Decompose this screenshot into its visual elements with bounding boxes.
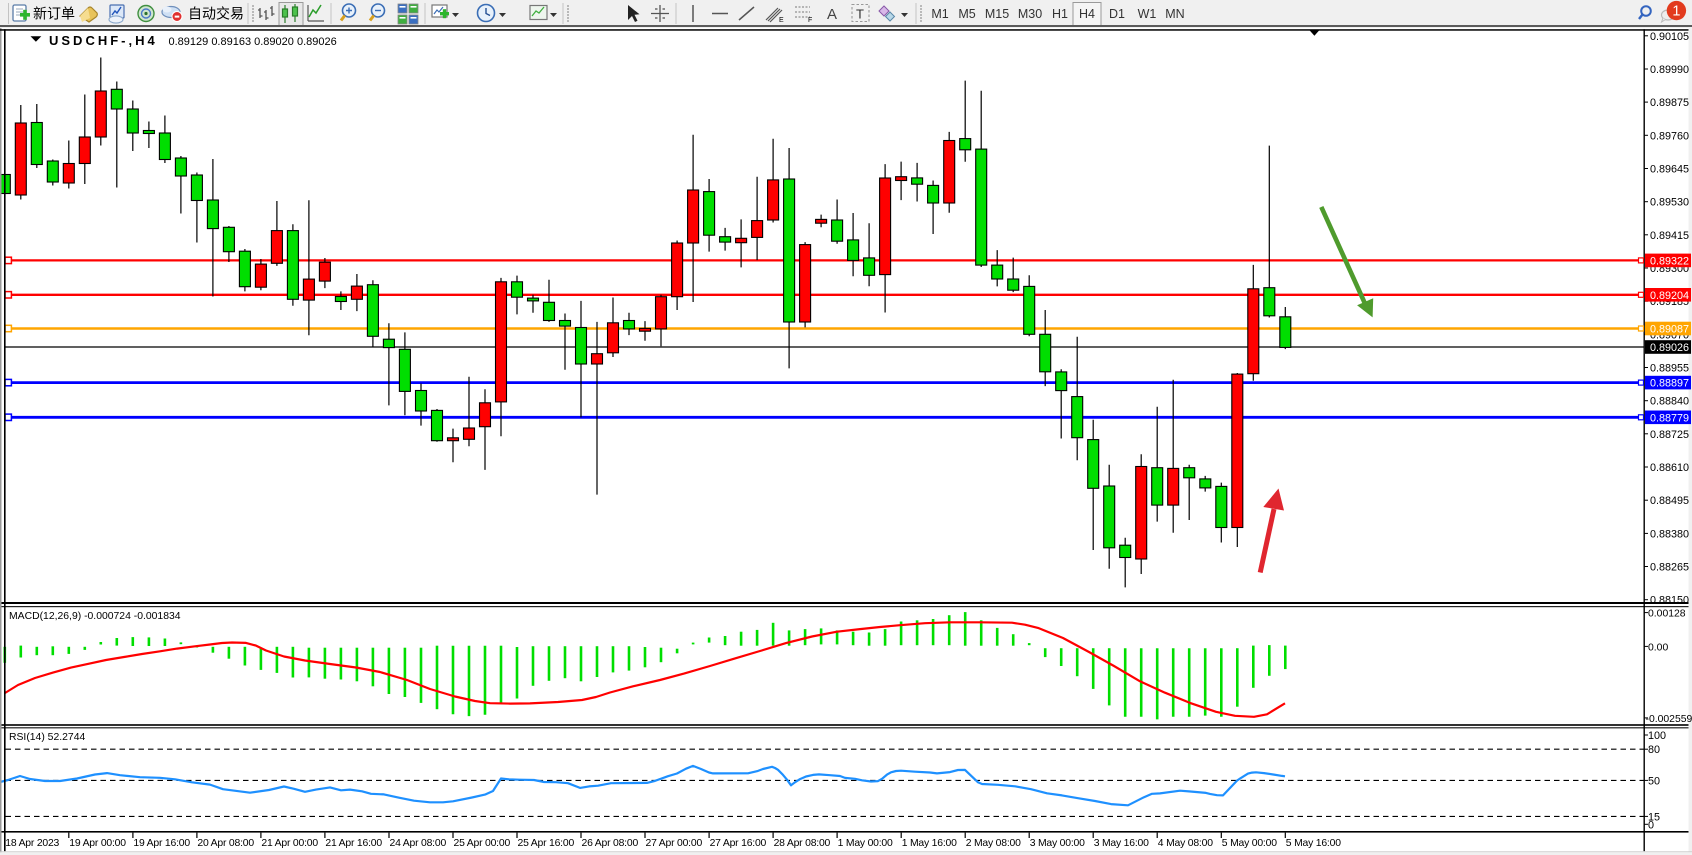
svg-text:D1: D1 [1109, 7, 1125, 21]
svg-text:A: A [827, 6, 837, 23]
svg-text:0.88265: 0.88265 [1650, 562, 1689, 574]
svg-text:USDCHF-,H4: USDCHF-,H4 [49, 33, 158, 48]
svg-text:M1: M1 [931, 7, 948, 21]
svg-text:25 Apr 16:00: 25 Apr 16:00 [518, 838, 575, 849]
svg-text:MN: MN [1165, 7, 1184, 21]
svg-text:26 Apr 08:00: 26 Apr 08:00 [582, 838, 639, 849]
svg-text:0.89322: 0.89322 [1650, 255, 1689, 267]
svg-text:0.88150: 0.88150 [1650, 595, 1689, 607]
svg-text:0.88495: 0.88495 [1650, 495, 1689, 507]
svg-text:0.89204: 0.89204 [1650, 290, 1689, 302]
svg-text:0.90105: 0.90105 [1650, 31, 1689, 43]
svg-text:18 Apr 2023: 18 Apr 2023 [5, 838, 59, 849]
svg-text:20 Apr 08:00: 20 Apr 08:00 [197, 838, 254, 849]
svg-text:19 Apr 16:00: 19 Apr 16:00 [133, 838, 190, 849]
svg-text:0: 0 [1648, 819, 1654, 831]
svg-text:15: 15 [1648, 811, 1660, 823]
svg-text:0.88380: 0.88380 [1650, 528, 1689, 540]
svg-text:0.89530: 0.89530 [1650, 197, 1689, 209]
svg-text:0.89415: 0.89415 [1650, 230, 1689, 242]
svg-text:0.88897: 0.88897 [1650, 378, 1689, 390]
svg-text:0.89875: 0.89875 [1650, 97, 1689, 109]
svg-text:0.89087: 0.89087 [1650, 324, 1689, 336]
svg-text:0.88779: 0.88779 [1650, 412, 1689, 424]
svg-text:-0.002559: -0.002559 [1646, 714, 1692, 725]
svg-text:1 May 16:00: 1 May 16:00 [902, 838, 957, 849]
svg-text:0.00128: 0.00128 [1648, 609, 1686, 620]
svg-text:0.89026: 0.89026 [1650, 342, 1689, 354]
svg-text:0.88725: 0.88725 [1650, 429, 1689, 441]
svg-text:50: 50 [1648, 775, 1660, 787]
svg-text:W1: W1 [1138, 7, 1157, 21]
svg-text:21 Apr 00:00: 21 Apr 00:00 [261, 838, 318, 849]
svg-text:0.89645: 0.89645 [1650, 164, 1689, 176]
svg-text:RSI(14) 52.2744: RSI(14) 52.2744 [9, 732, 85, 743]
svg-text:3 May 00:00: 3 May 00:00 [1030, 838, 1085, 849]
svg-text:MACD(12,26,9) -0.000724 -0.001: MACD(12,26,9) -0.000724 -0.001834 [9, 611, 181, 622]
svg-text:M15: M15 [985, 7, 1009, 21]
svg-text:80: 80 [1648, 744, 1660, 756]
svg-text:19 Apr 00:00: 19 Apr 00:00 [69, 838, 126, 849]
svg-text:100: 100 [1648, 730, 1666, 742]
svg-text:新订单: 新订单 [33, 6, 75, 22]
svg-text:自动交易: 自动交易 [188, 6, 244, 22]
svg-text:25 Apr 00:00: 25 Apr 00:00 [454, 838, 511, 849]
svg-text:21 Apr 16:00: 21 Apr 16:00 [325, 838, 382, 849]
svg-text:27 Apr 00:00: 27 Apr 00:00 [646, 838, 703, 849]
svg-text:M30: M30 [1018, 7, 1042, 21]
svg-text:24 Apr 08:00: 24 Apr 08:00 [390, 838, 447, 849]
svg-text:0.89990: 0.89990 [1650, 64, 1689, 76]
svg-text:0.88840: 0.88840 [1650, 396, 1689, 408]
svg-text:T: T [856, 7, 864, 22]
svg-text:0.88610: 0.88610 [1650, 462, 1689, 474]
svg-text:28 Apr 08:00: 28 Apr 08:00 [774, 838, 831, 849]
svg-text:0.89129 0.89163 0.89020 0.8902: 0.89129 0.89163 0.89020 0.89026 [169, 36, 337, 48]
svg-text:1 May 00:00: 1 May 00:00 [838, 838, 893, 849]
svg-text:27 Apr 16:00: 27 Apr 16:00 [710, 838, 767, 849]
svg-text:0.88955: 0.88955 [1650, 363, 1689, 375]
svg-text:3 May 16:00: 3 May 16:00 [1094, 838, 1149, 849]
svg-text:H4: H4 [1079, 7, 1095, 21]
svg-text:0.89760: 0.89760 [1650, 130, 1689, 142]
svg-text:4 May 08:00: 4 May 08:00 [1158, 838, 1213, 849]
svg-text:1: 1 [1672, 4, 1680, 20]
svg-text:2 May 08:00: 2 May 08:00 [966, 838, 1021, 849]
svg-text:M5: M5 [958, 7, 975, 21]
svg-text:H1: H1 [1052, 7, 1068, 21]
svg-text:F: F [808, 17, 812, 24]
svg-text:E: E [779, 17, 784, 24]
svg-text:5 May 00:00: 5 May 00:00 [1222, 838, 1277, 849]
svg-text:5 May 16:00: 5 May 16:00 [1286, 838, 1341, 849]
svg-text:0.00: 0.00 [1648, 642, 1668, 653]
